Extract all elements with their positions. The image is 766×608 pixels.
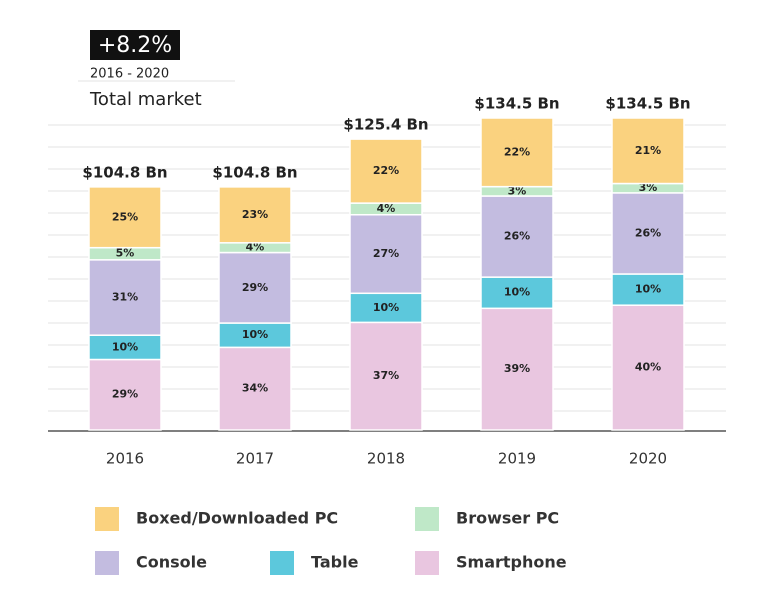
bar-segment [88, 259, 162, 336]
bar-segment [611, 192, 685, 275]
total-label: $104.8 Bn [212, 163, 297, 181]
value-label: 26% [504, 230, 530, 243]
value-label: 31% [112, 291, 138, 304]
total-label: $104.8 Bn [82, 163, 167, 181]
bar-segment [218, 322, 292, 349]
total-label: $134.5 Bn [605, 95, 690, 113]
subtitle: Total market [89, 89, 202, 110]
bar-segment [611, 117, 685, 185]
value-label: 10% [635, 283, 661, 296]
value-label: 10% [242, 328, 268, 341]
legend-label: Console [136, 553, 207, 572]
x-tick-label: 2016 [106, 450, 144, 468]
legend-swatch [415, 507, 439, 531]
value-label: 27% [373, 247, 399, 260]
bar-segment [218, 186, 292, 244]
value-label: 3% [639, 181, 658, 194]
period: 2016 - 2020 [90, 67, 169, 82]
legend-label: Browser PC [456, 509, 559, 528]
badge [90, 30, 180, 60]
value-label: 26% [635, 226, 661, 239]
value-label: 22% [504, 145, 530, 158]
value-label: 29% [112, 388, 138, 401]
legend-label: Boxed/Downloaded PC [136, 509, 338, 528]
value-label: 10% [112, 340, 138, 353]
bar-segment [88, 334, 162, 361]
value-label: 34% [242, 382, 268, 395]
bar-segment [349, 321, 423, 431]
growth: +8.2% [98, 33, 172, 58]
legend-swatch [270, 551, 294, 575]
value-label: 4% [377, 202, 396, 215]
value-label: 5% [116, 247, 135, 260]
value-label: 22% [373, 164, 399, 177]
value-label: 3% [508, 184, 527, 197]
value-label: 39% [504, 362, 530, 375]
total-label: $134.5 Bn [474, 95, 559, 113]
value-label: 23% [242, 208, 268, 221]
bar-segment [88, 186, 162, 249]
x-tick-label: 2018 [367, 450, 405, 468]
bar-segment [480, 117, 554, 188]
value-label: 25% [112, 210, 138, 223]
value-label: 4% [246, 241, 265, 254]
bar-segment [480, 195, 554, 278]
value-label: 21% [635, 144, 661, 157]
value-label: 10% [373, 301, 399, 314]
bar-segment [480, 276, 554, 310]
legend-swatch [415, 551, 439, 575]
bar-segment [611, 273, 685, 306]
value-label: 40% [635, 361, 661, 374]
value-label: 37% [373, 369, 399, 382]
value-label: 10% [504, 286, 530, 299]
bar-segment [218, 251, 292, 324]
legend-swatch [95, 507, 119, 531]
bar-segment [480, 307, 554, 431]
bar-segment [218, 346, 292, 431]
bar-segment [611, 304, 685, 431]
legend-label: Table [311, 553, 359, 572]
legend-label: Smartphone [456, 553, 567, 572]
x-tick-label: 2020 [629, 450, 667, 468]
total-label: $125.4 Bn [343, 116, 428, 134]
bar-segment [349, 138, 423, 204]
x-tick-label: 2017 [236, 450, 274, 468]
value-label: 29% [242, 281, 268, 294]
x-tick-label: 2019 [498, 450, 536, 468]
legend-swatch [95, 551, 119, 575]
